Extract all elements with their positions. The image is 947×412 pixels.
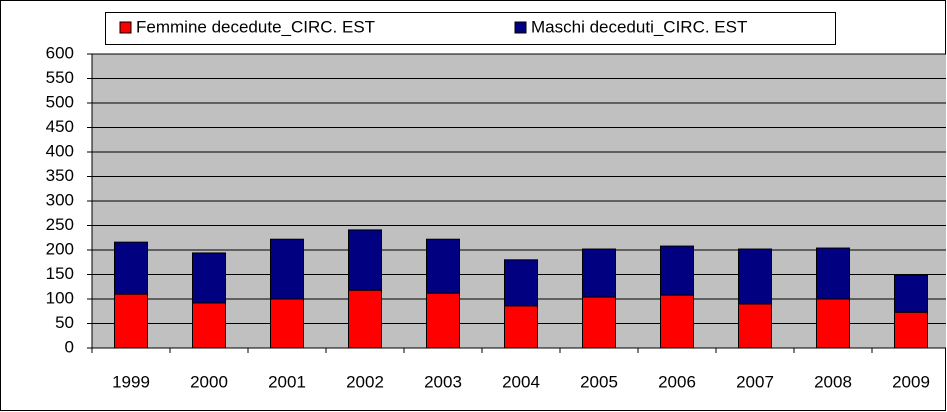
x-tick-label: 2000	[190, 372, 228, 391]
bar-segment	[660, 245, 694, 296]
bar-segment	[426, 238, 460, 294]
y-tick-label: 50	[55, 313, 74, 332]
bar-segment	[738, 303, 772, 349]
bar-segment	[816, 247, 850, 300]
x-tick-label: 2007	[736, 372, 774, 391]
y-tick-label: 550	[46, 68, 74, 87]
bar-segment	[192, 302, 226, 349]
x-tick-label: 2005	[580, 372, 618, 391]
bar-segment	[894, 274, 928, 313]
bar-segment	[582, 296, 616, 349]
y-tick-label: 450	[46, 117, 74, 136]
bar-segment	[504, 259, 538, 307]
bar-segment	[348, 289, 382, 349]
y-tick-label: 400	[46, 141, 74, 160]
x-tick-label: 2002	[346, 372, 384, 391]
x-tick-label: 2006	[658, 372, 696, 391]
legend-swatch	[514, 21, 527, 34]
y-tick-label: 300	[46, 190, 74, 209]
bar-segment	[192, 252, 226, 304]
legend-label: Femmine decedute_CIRC. EST	[136, 17, 375, 36]
y-tick-label: 250	[46, 215, 74, 234]
bar-segment	[114, 293, 148, 349]
bar-segment	[270, 238, 304, 300]
legend-box	[105, 12, 836, 45]
y-tick-label: 100	[46, 288, 74, 307]
x-tick-label: 2001	[268, 372, 306, 391]
y-tick-label: 200	[46, 239, 74, 258]
x-tick-label: 2003	[424, 372, 462, 391]
x-tick-label: 2008	[814, 372, 852, 391]
bar-segment	[348, 229, 382, 291]
bar-segment	[114, 241, 148, 295]
y-tick-label: 150	[46, 264, 74, 283]
bar-segment	[660, 294, 694, 349]
bar-segment	[582, 248, 616, 298]
y-tick-label: 500	[46, 92, 74, 111]
bar-segment	[816, 298, 850, 349]
bar-segment	[270, 298, 304, 349]
x-tick-label: 2009	[892, 372, 930, 391]
bar-segment	[894, 311, 928, 349]
y-tick-label: 350	[46, 166, 74, 185]
bar-segment	[738, 248, 772, 305]
y-tick-label: 0	[65, 337, 74, 356]
bar-segment	[426, 292, 460, 349]
x-tick-label: 1999	[112, 372, 150, 391]
y-tick-label: 600	[46, 43, 74, 62]
x-tick-label: 2004	[502, 372, 540, 391]
bar-segment	[504, 305, 538, 349]
legend-label: Maschi deceduti_CIRC. EST	[531, 17, 747, 36]
legend-swatch	[119, 21, 132, 34]
